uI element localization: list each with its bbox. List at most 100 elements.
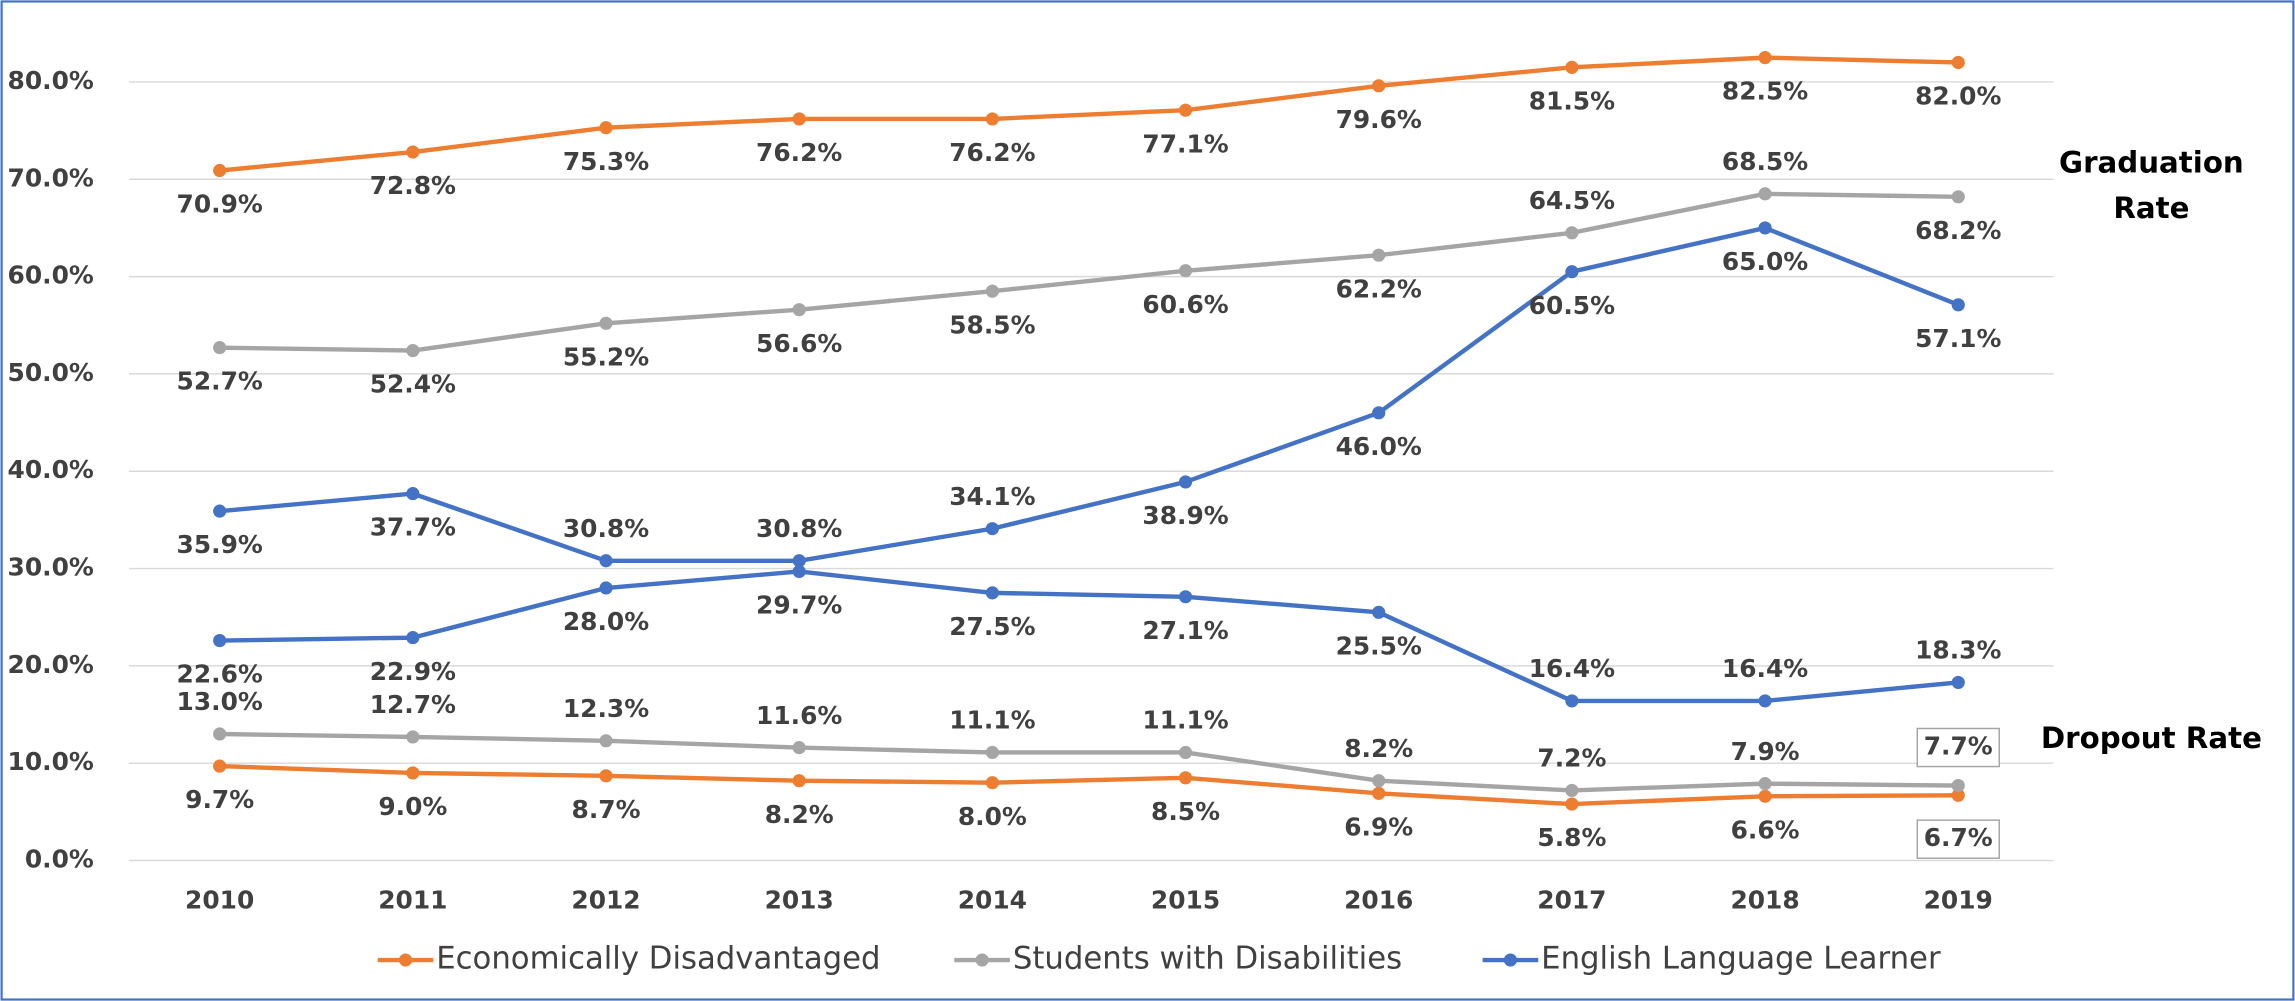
point [792, 741, 806, 755]
point [792, 554, 806, 568]
point [599, 734, 613, 748]
point [985, 112, 999, 126]
data-label: 55.2% [563, 342, 649, 371]
data-label: 79.6% [1336, 105, 1422, 134]
data-label: 30.8% [756, 514, 842, 543]
point [213, 633, 227, 648]
point [406, 766, 420, 780]
data-label: 8.2% [765, 800, 834, 829]
label-box [1916, 727, 2000, 768]
dropout-line [219, 731, 1959, 793]
data-label: 9.7% [185, 785, 254, 814]
point [1178, 475, 1193, 489]
point [599, 121, 613, 135]
point [1951, 55, 1965, 70]
point [1565, 797, 1579, 811]
point [1565, 265, 1579, 279]
data-label: 18.3% [1915, 636, 2001, 665]
point [1758, 694, 1772, 708]
point [985, 776, 999, 790]
point [599, 769, 613, 783]
graduation-line [219, 55, 1959, 173]
data-label: 7.2% [1537, 744, 1606, 773]
data-label: 12.7% [370, 690, 456, 719]
data-label: 38.9% [1142, 501, 1228, 530]
point [1565, 783, 1579, 798]
x-tick-label: 2014 [958, 885, 1027, 914]
data-label: 22.9% [370, 657, 456, 686]
data-label: 9.0% [378, 792, 447, 821]
data-label: 11.6% [756, 701, 842, 730]
point [599, 554, 613, 568]
point [599, 316, 613, 330]
point [1372, 786, 1386, 800]
point [1372, 605, 1386, 619]
point [1178, 771, 1193, 785]
data-label: 7.7% [1924, 732, 1993, 761]
legend-label: Students with Disabilities [1013, 941, 1402, 977]
data-label: 8.0% [958, 802, 1027, 831]
y-tick-label: 0.0% [25, 845, 94, 874]
data-label: 77.1% [1142, 129, 1228, 158]
graduation-line [219, 225, 1960, 563]
data-label: 64.5% [1529, 186, 1615, 215]
point [1565, 226, 1579, 240]
point [792, 564, 806, 579]
data-label: 27.5% [949, 612, 1035, 641]
point [792, 112, 806, 126]
point [599, 581, 613, 595]
point [1372, 774, 1386, 788]
point [1758, 187, 1772, 201]
annotation-text: Dropout Rate [2040, 720, 2262, 756]
data-label: 25.5% [1336, 631, 1422, 660]
data-label: 6.9% [1344, 812, 1413, 841]
point [1178, 264, 1193, 278]
data-label: 16.4% [1722, 654, 1808, 683]
y-tick-label: 30.0% [8, 553, 94, 582]
point [1951, 190, 1965, 204]
point [1565, 60, 1579, 74]
y-tick-label: 10.0% [8, 747, 94, 776]
data-label: 70.9% [177, 190, 263, 219]
point [1951, 788, 1965, 802]
point [1565, 694, 1579, 708]
point [1178, 745, 1193, 760]
point [1758, 789, 1772, 803]
data-label: 6.7% [1924, 823, 1993, 852]
legend-marker [398, 953, 413, 967]
point [213, 504, 227, 518]
data-label: 30.8% [563, 514, 649, 543]
point [213, 727, 227, 741]
point [1372, 248, 1386, 262]
data-label: 82.5% [1722, 77, 1808, 106]
dropout-line [219, 569, 1959, 704]
point [1758, 777, 1772, 791]
dropout-line [219, 763, 1959, 807]
point [213, 163, 227, 178]
data-label: 76.2% [949, 138, 1035, 167]
point [985, 284, 999, 298]
point [1758, 221, 1772, 235]
point [985, 745, 999, 760]
data-label: 8.2% [1344, 734, 1413, 763]
x-tick-label: 2017 [1537, 885, 1606, 914]
data-label: 29.7% [756, 591, 842, 620]
x-tick-label: 2019 [1924, 885, 1993, 914]
x-tick-label: 2018 [1730, 885, 1799, 914]
legend-label: English Language Learner [1541, 941, 1941, 977]
point [1951, 298, 1965, 312]
data-label: 52.7% [177, 367, 263, 396]
data-label: 62.2% [1336, 274, 1422, 303]
data-label: 60.5% [1529, 291, 1615, 320]
point [1372, 406, 1386, 420]
graduation-line [219, 191, 1959, 353]
y-tick-label: 40.0% [8, 455, 94, 484]
data-label: 82.0% [1915, 82, 2001, 111]
data-label: 34.1% [949, 482, 1035, 511]
data-label: 60.6% [1142, 290, 1228, 319]
y-tick-label: 60.0% [8, 261, 94, 290]
annotation-text: Graduation Rate [2059, 144, 2244, 226]
legend-marker [975, 953, 989, 967]
point [406, 343, 420, 358]
